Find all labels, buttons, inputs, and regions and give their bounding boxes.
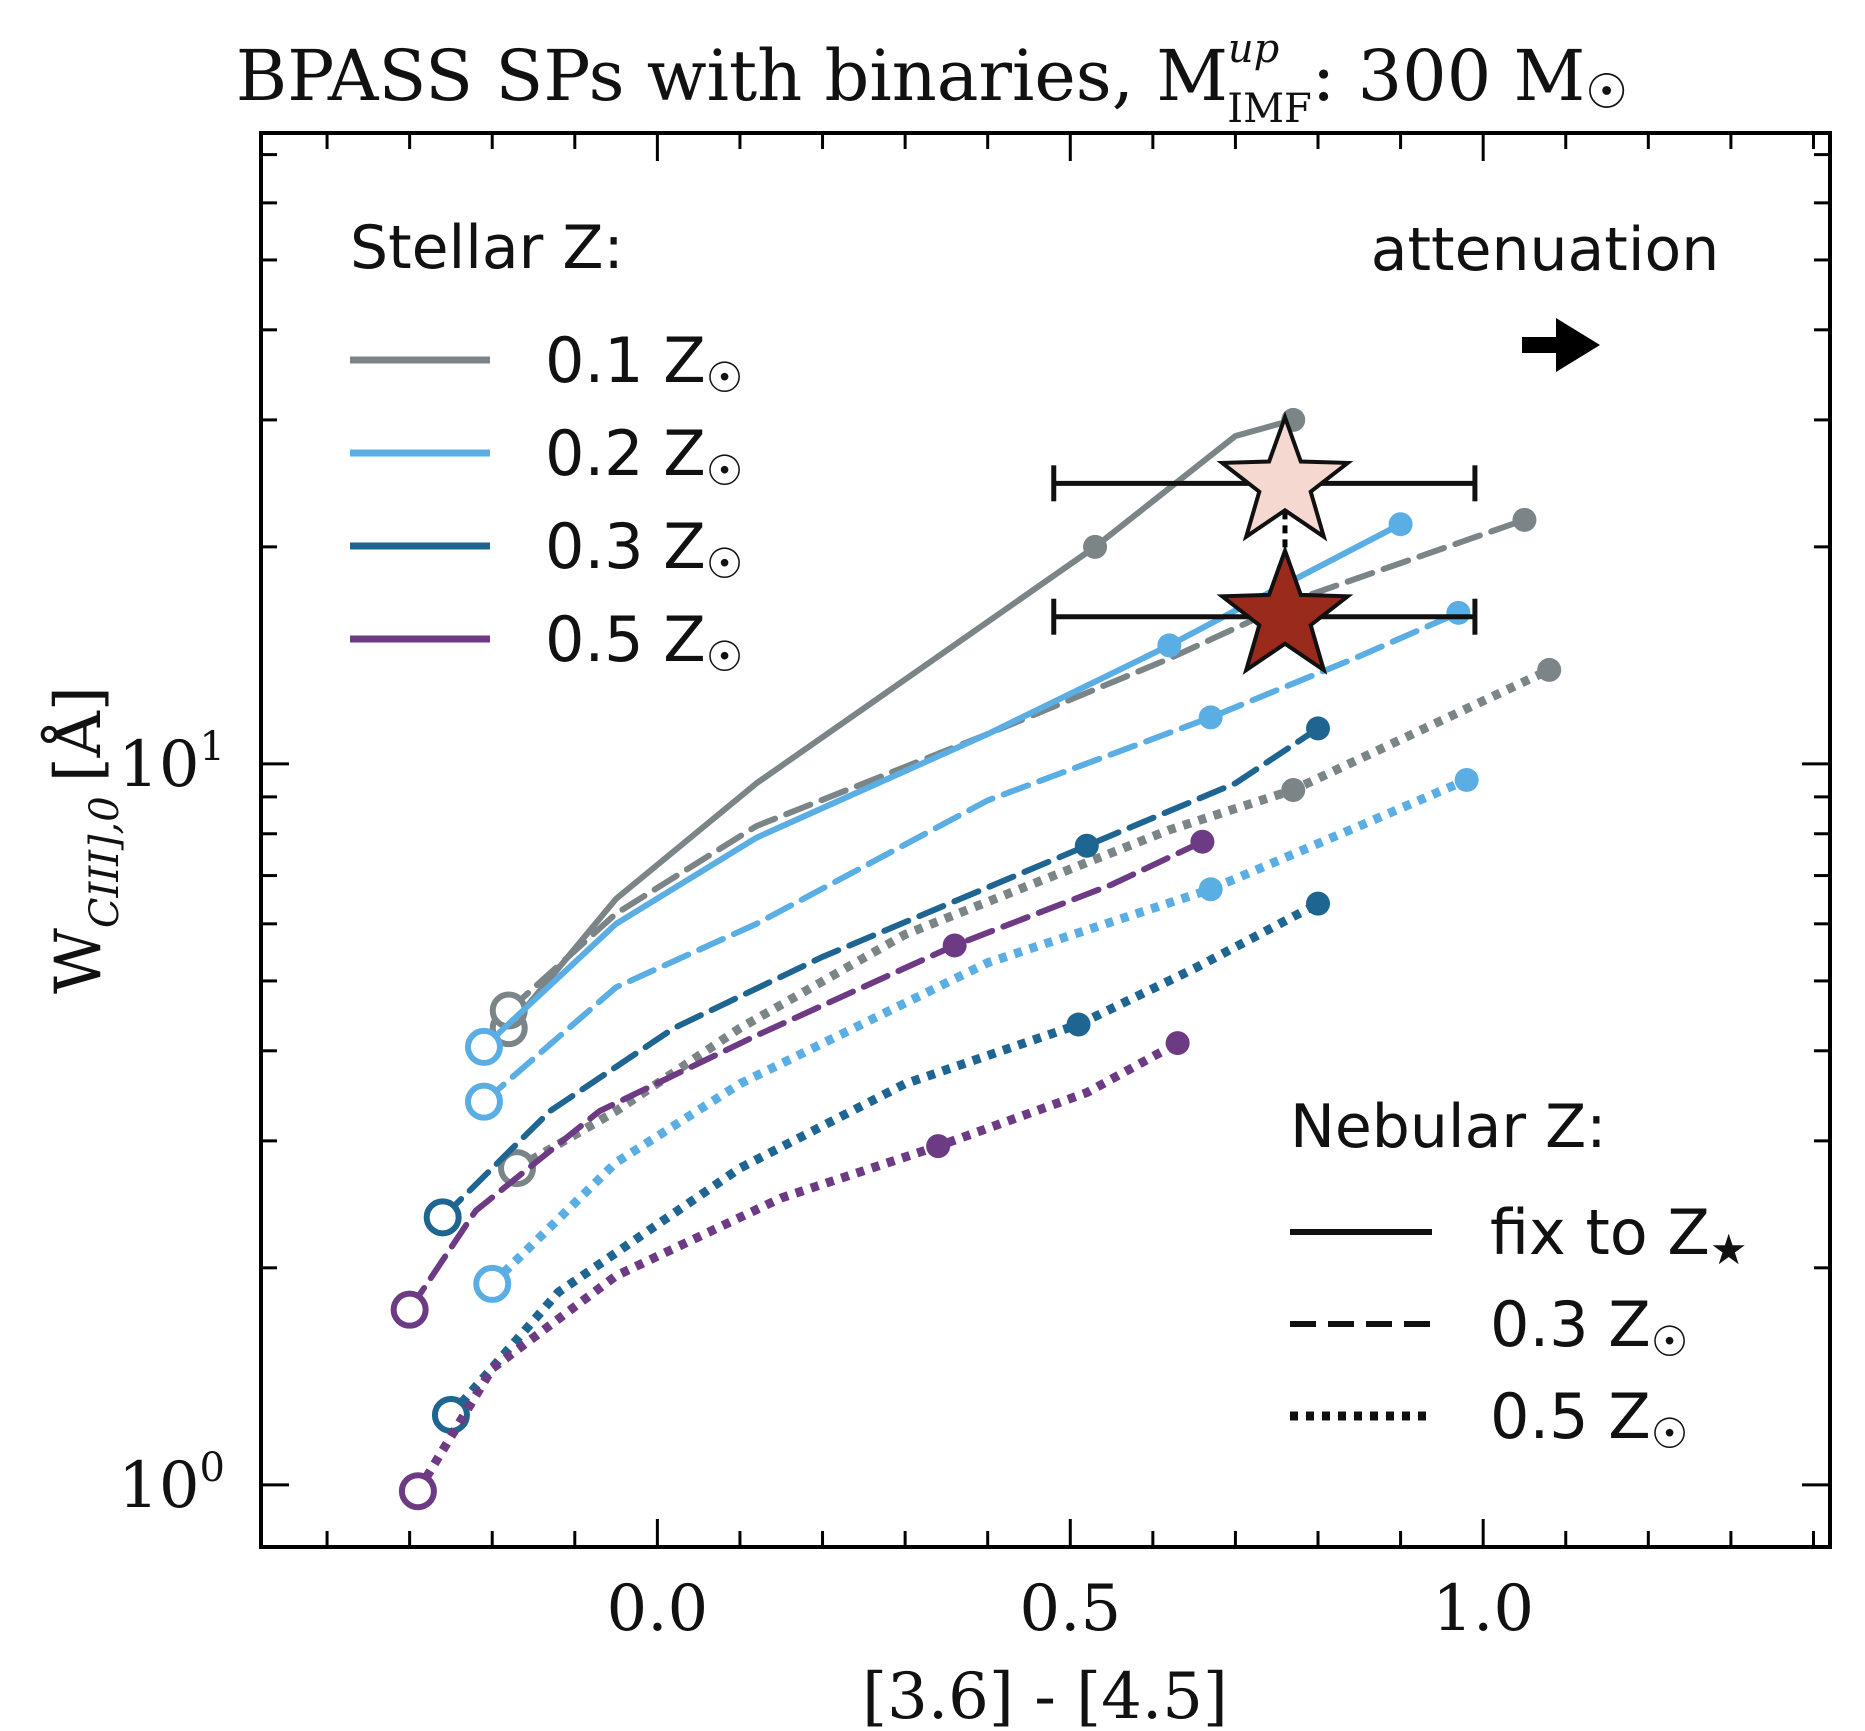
attenuation-arrow-icon bbox=[1522, 318, 1600, 372]
series-start-marker bbox=[473, 1264, 512, 1303]
legend-label: 0.3 Z☉ bbox=[545, 510, 743, 588]
obs-star-marker bbox=[1216, 544, 1354, 675]
legend-stellar: Stellar Z: 0.1 Z☉ 0.2 Z☉ 0.3 Z☉ 0.5 Z☉ bbox=[350, 213, 743, 681]
y-axis-label-bracket: [Å] bbox=[41, 686, 116, 782]
legend-label: fix to Z★ bbox=[1490, 1196, 1748, 1274]
series-point-marker bbox=[1165, 1031, 1190, 1056]
series-point-marker bbox=[1190, 829, 1215, 854]
series-point-marker bbox=[1512, 507, 1537, 532]
legend-nebular-title: Nebular Z: bbox=[1290, 1092, 1606, 1162]
y-tick-label-base: 10 bbox=[118, 728, 199, 802]
series-line bbox=[439, 725, 1322, 1221]
x-tick-label: 1.0 bbox=[1432, 1572, 1534, 1646]
series-line bbox=[505, 516, 1528, 1014]
legend-nebular: Nebular Z: fix to Z★ 0.3 Z☉ 0.5 Z☉ bbox=[1290, 1092, 1748, 1458]
legend-label: 0.2 Z☉ bbox=[545, 417, 743, 495]
observations-layer bbox=[1051, 411, 1478, 675]
chart-title-sup: up bbox=[1228, 26, 1279, 72]
series-point-marker bbox=[942, 933, 967, 958]
y-tick-label-exp: 0 bbox=[200, 1445, 225, 1491]
legend-label: 0.5 Z☉ bbox=[545, 603, 743, 681]
axis-ticks bbox=[261, 133, 1830, 1547]
x-axis-label: [3.6] - [4.5] bbox=[862, 1660, 1228, 1731]
series-point-marker bbox=[1066, 1012, 1091, 1037]
chart-title-sub: IMF bbox=[1227, 86, 1312, 132]
y-tick-label: 101 bbox=[118, 724, 225, 802]
series-point-marker bbox=[1537, 657, 1562, 682]
y-axis-label-main: W bbox=[42, 928, 116, 994]
series-point-marker bbox=[1454, 767, 1479, 792]
plot-frame bbox=[259, 131, 1832, 1549]
series-line bbox=[406, 838, 1206, 1313]
attenuation-label: attenuation bbox=[1371, 215, 1720, 285]
series-point-marker bbox=[1198, 705, 1223, 730]
sun-symbol: ☉ bbox=[706, 446, 744, 495]
sun-symbol: ☉ bbox=[1651, 1317, 1689, 1366]
x-tick-labels: 0.0 0.5 1.0 bbox=[606, 1572, 1534, 1646]
star-symbol: ★ bbox=[1710, 1225, 1748, 1274]
series-point-marker bbox=[1083, 534, 1108, 559]
sun-symbol: ☉ bbox=[706, 353, 744, 402]
y-tick-label-exp: 1 bbox=[200, 724, 225, 770]
legend-label: 0.1 Z☉ bbox=[545, 324, 743, 402]
series-start-marker bbox=[390, 1290, 429, 1329]
series-point-marker bbox=[1306, 891, 1331, 916]
series-point-marker bbox=[1198, 877, 1223, 902]
x-tick-label: 0.0 bbox=[606, 1572, 708, 1646]
legend-label: 0.5 Z☉ bbox=[1490, 1380, 1688, 1458]
series-point-marker bbox=[1388, 512, 1413, 537]
series-start-marker bbox=[464, 1027, 503, 1066]
sun-symbol: ☉ bbox=[1651, 1409, 1689, 1458]
series-point-marker bbox=[1446, 600, 1471, 625]
series-line bbox=[489, 775, 1469, 1288]
sun-symbol: ☉ bbox=[706, 539, 744, 588]
chart-title-main: BPASS SPs with binaries, M bbox=[236, 35, 1228, 117]
sun-symbol: ☉ bbox=[1585, 64, 1628, 120]
y-axis-label-sub: CIII],0 bbox=[82, 796, 128, 928]
x-tick-label: 0.5 bbox=[1019, 1572, 1121, 1646]
sun-symbol: ☉ bbox=[706, 632, 744, 681]
y-tick-label-base: 10 bbox=[118, 1449, 199, 1523]
chart-title: BPASS SPs with binaries, Mup IMF: 300 M☉ bbox=[236, 26, 1628, 132]
svg-text:WCIII],0[Å]: WCIII],0 [Å] bbox=[41, 686, 128, 994]
series-point-marker bbox=[926, 1134, 951, 1159]
series-line bbox=[447, 899, 1321, 1418]
y-axis-label: WCIII],0 [Å] bbox=[41, 686, 128, 994]
series-point-marker bbox=[1157, 633, 1182, 658]
series-point-marker bbox=[1306, 716, 1331, 741]
y-tick-label: 100 bbox=[118, 1445, 225, 1523]
series-line bbox=[505, 416, 1297, 1032]
series-line bbox=[480, 609, 1462, 1105]
series-start-marker bbox=[431, 1395, 470, 1434]
series-line bbox=[414, 1039, 1180, 1494]
series-start-marker bbox=[423, 1198, 462, 1237]
series-point-marker bbox=[1074, 833, 1099, 858]
obs-star-marker bbox=[1216, 411, 1354, 542]
legend-label: 0.3 Z☉ bbox=[1490, 1288, 1688, 1366]
series-point-marker bbox=[1281, 778, 1306, 803]
chart-title-tail: : 300 M bbox=[1312, 35, 1585, 117]
legend-stellar-title: Stellar Z: bbox=[350, 213, 624, 283]
series-start-marker bbox=[464, 1082, 503, 1121]
series-start-marker bbox=[398, 1472, 437, 1511]
